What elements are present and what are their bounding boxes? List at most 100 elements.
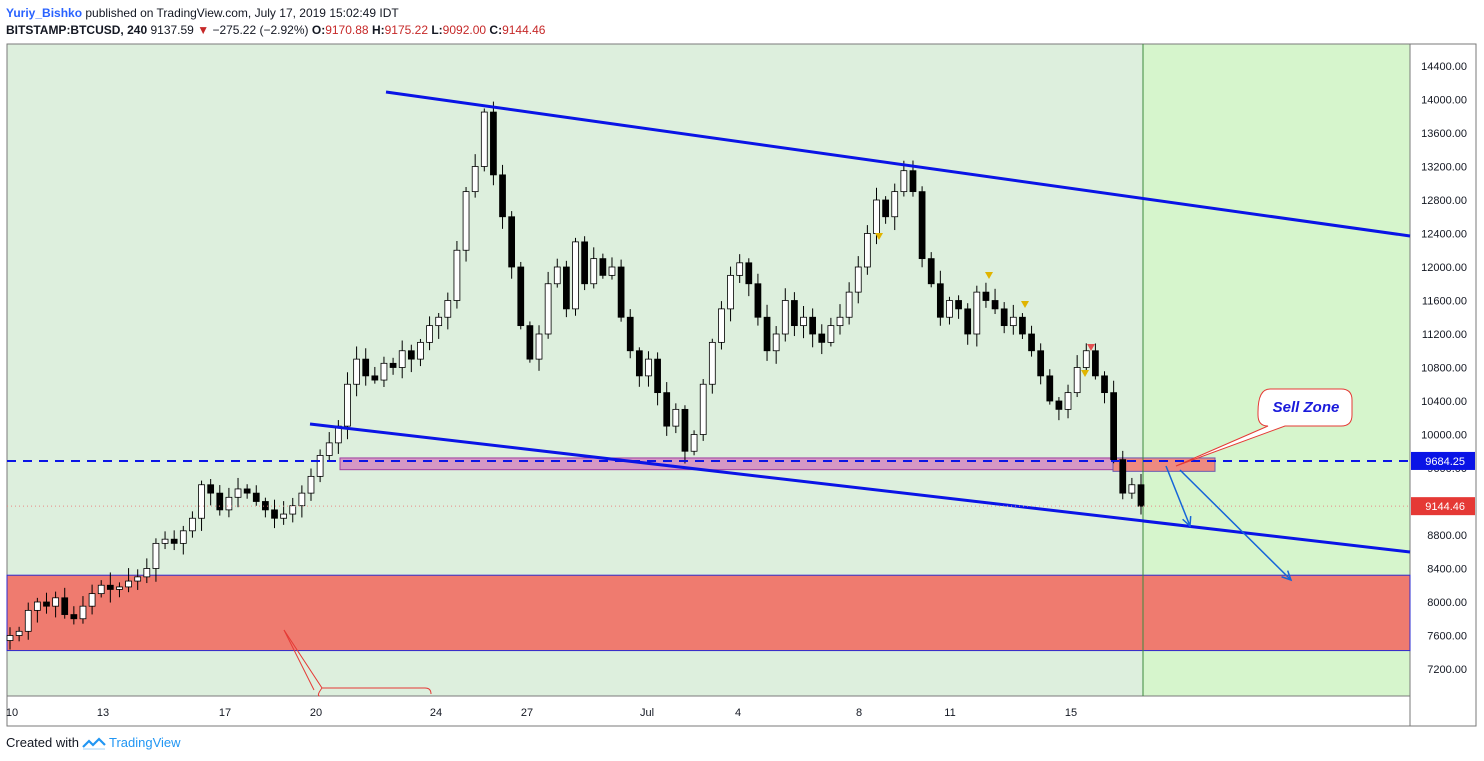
- candle-down: [43, 601, 50, 607]
- candle-down: [252, 492, 260, 502]
- price-tick-label: 13200.00: [1421, 162, 1467, 174]
- candle-up: [572, 241, 579, 310]
- time-tick-label: 8: [856, 707, 862, 719]
- candle-up: [471, 166, 479, 193]
- candle-up: [590, 258, 598, 285]
- candle-down: [1101, 375, 1108, 394]
- price-tick-label: 10000.00: [1421, 430, 1467, 442]
- tradingview-brand-link[interactable]: TradingView: [108, 735, 181, 750]
- price-label-9684: 9684.25: [1425, 456, 1465, 468]
- candle-up: [344, 383, 351, 427]
- candle-up: [480, 111, 488, 167]
- price-label-9684-bg: [1411, 451, 1475, 470]
- candle-down: [1110, 392, 1118, 461]
- close-value: 9144.46: [502, 23, 546, 37]
- price-tick-label: 8800.00: [1427, 530, 1467, 542]
- candle-down: [754, 283, 762, 318]
- candle-up: [699, 383, 707, 435]
- candle-down: [681, 408, 689, 452]
- candle-up: [97, 584, 105, 595]
- sell-zone-callout: Sell Zone: [1175, 388, 1353, 467]
- candle-down: [508, 216, 516, 268]
- candle-up: [453, 249, 461, 301]
- candle-up: [535, 333, 543, 360]
- candle-down: [964, 308, 972, 335]
- symbol-label: BITSTAMP:BTCUSD, 240: [6, 23, 148, 37]
- candle-up: [234, 488, 242, 498]
- candle-down: [1019, 316, 1026, 335]
- marker-red-icon: [1087, 344, 1095, 351]
- candle-up: [736, 262, 744, 276]
- open-value: 9170.88: [325, 23, 369, 37]
- lower-callout-pointer-edge: [283, 629, 315, 691]
- candle-up: [718, 308, 725, 343]
- candle-up: [398, 350, 406, 368]
- candle-up: [854, 266, 862, 293]
- forecast-arrow-long-head: [1281, 570, 1293, 582]
- price-tick-label: 14000.00: [1421, 95, 1467, 107]
- candle-down: [599, 258, 607, 276]
- channel-upper-line: [385, 90, 1411, 238]
- candle-down: [936, 283, 944, 318]
- candle-down: [1046, 375, 1054, 402]
- candle-down: [517, 266, 525, 327]
- forecast-arrow-short: [1165, 465, 1191, 527]
- candle-up: [116, 586, 123, 590]
- candle-up: [435, 316, 443, 327]
- candle-up: [280, 513, 287, 519]
- price-tick-label: 7200.00: [1427, 664, 1467, 676]
- candle-down: [170, 538, 178, 544]
- candle-down: [389, 362, 397, 368]
- price-label-current-bg: [1411, 497, 1475, 516]
- chart-frame: [6, 43, 1477, 727]
- footer: Created with TradingView: [6, 735, 181, 750]
- time-tick-label: 10: [6, 707, 18, 719]
- candle-up: [553, 266, 561, 285]
- time-tick-label: 20: [310, 707, 322, 719]
- candle-down: [882, 199, 889, 218]
- time-tick-label: 11: [944, 707, 955, 719]
- candle-down: [617, 266, 625, 318]
- low-value: 9092.00: [442, 23, 487, 37]
- high-label: H:: [371, 23, 385, 37]
- marker-yellow-icon: [1081, 370, 1089, 377]
- price-label-current: 9144.46: [1425, 501, 1465, 513]
- candle-down: [791, 300, 798, 327]
- candle-down: [955, 300, 962, 310]
- candle-up: [143, 568, 151, 578]
- candle-up: [179, 530, 187, 544]
- time-tick-label: 4: [735, 707, 741, 719]
- candle-down: [635, 350, 643, 377]
- candle-down: [1037, 350, 1045, 377]
- candle-up: [827, 325, 835, 343]
- time-tick-label: 27: [521, 707, 533, 719]
- price-tick-label: 10800.00: [1421, 363, 1467, 375]
- candle-up: [864, 233, 871, 268]
- candle-down: [371, 375, 379, 381]
- price-tick-label: 12800.00: [1421, 195, 1467, 207]
- marker-yellow-icon: [985, 272, 993, 279]
- candle-up: [462, 191, 470, 251]
- price-tick-label: 11600.00: [1422, 296, 1467, 308]
- author-link[interactable]: Yuriy_Bishko: [6, 6, 83, 20]
- candle-up: [125, 580, 132, 588]
- marker-yellow-icon: [875, 233, 883, 240]
- candle-up: [781, 300, 789, 335]
- candle-down: [106, 584, 114, 590]
- candle-up: [417, 341, 424, 360]
- candle-down: [991, 300, 999, 310]
- candle-down: [1119, 459, 1127, 494]
- candle-up: [845, 291, 853, 318]
- candle-down: [626, 316, 634, 352]
- candle-up: [672, 408, 680, 427]
- candle-up: [900, 170, 908, 193]
- candle-down: [1092, 350, 1099, 377]
- price-change: −275.22 (−2.92%): [212, 23, 309, 37]
- candle-down: [927, 258, 935, 285]
- callout-bubble: [1175, 388, 1353, 467]
- marker-yellow-icon: [1021, 301, 1029, 308]
- demand-zone: [6, 574, 1411, 652]
- candle-down: [61, 597, 69, 615]
- candle-up: [161, 538, 169, 544]
